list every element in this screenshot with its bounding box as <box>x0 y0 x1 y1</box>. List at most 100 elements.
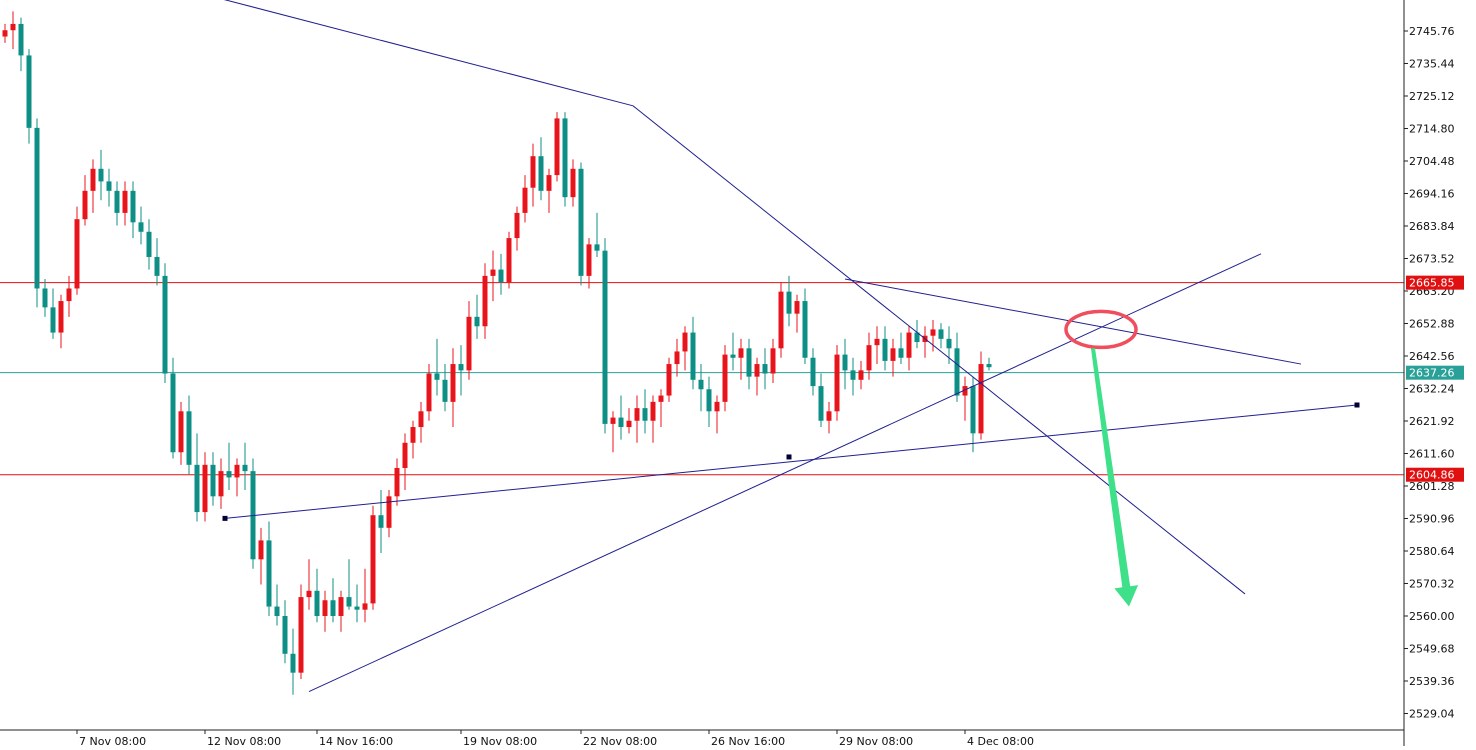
candle-body <box>458 364 464 371</box>
candle-body <box>514 212 520 239</box>
candle <box>82 175 88 226</box>
trendline-3[interactable] <box>308 253 1262 693</box>
candle <box>538 137 544 201</box>
price-tick-label: 2601.28 <box>1409 480 1455 493</box>
trendline-4[interactable] <box>224 404 1358 519</box>
level-badge-1: 2665.85 <box>1406 275 1464 290</box>
candle-body <box>130 190 136 223</box>
candle-body <box>650 401 656 421</box>
candle-body <box>770 348 776 374</box>
candle <box>698 364 704 412</box>
annotations <box>1064 309 1139 607</box>
candle <box>306 559 312 610</box>
candle-body <box>218 471 224 497</box>
candle-body <box>810 357 816 387</box>
candle <box>2 23 8 43</box>
candle <box>970 376 976 453</box>
candle-body <box>266 540 272 607</box>
candle-body <box>834 354 840 412</box>
candle-body <box>490 269 496 276</box>
highlight-ellipse <box>1064 309 1138 350</box>
time-tick-label: 19 Nov 08:00 <box>463 735 537 746</box>
candle <box>978 351 984 440</box>
candle <box>650 395 656 443</box>
candle-body <box>426 373 432 412</box>
candle-body <box>242 464 248 472</box>
price-tick-label: 2735.44 <box>1409 57 1455 70</box>
candle-body <box>162 275 168 374</box>
candle <box>378 490 384 554</box>
candle <box>818 373 824 428</box>
candle-body <box>970 386 976 434</box>
candle <box>298 584 304 679</box>
candle <box>810 348 816 396</box>
trendline-anchor-1[interactable] <box>222 515 228 521</box>
candle-body <box>122 190 128 213</box>
candle-body <box>234 464 240 478</box>
candle <box>426 364 432 421</box>
time-tick-label: 29 Nov 08:00 <box>839 735 913 746</box>
time-axis[interactable]: 7 Nov 08:00 12 Nov 08:00 14 Nov 16:00 19 No… <box>0 729 1404 748</box>
candle-body <box>746 348 752 377</box>
candle <box>986 357 992 371</box>
candle <box>642 389 648 434</box>
candle <box>18 17 24 72</box>
level-badge-2-background <box>1406 467 1464 482</box>
candle-body <box>18 23 24 56</box>
candle-body <box>82 190 88 220</box>
candle-body <box>114 190 120 213</box>
candle <box>594 212 600 257</box>
candle <box>626 408 632 434</box>
candle-body <box>466 316 472 371</box>
candle <box>242 442 248 491</box>
candle-body <box>538 156 544 191</box>
candle <box>866 332 872 380</box>
candle <box>194 433 200 522</box>
price-tick-label: 2683.84 <box>1409 220 1455 233</box>
candle-body <box>898 348 904 358</box>
candle <box>874 326 880 365</box>
trendline-2[interactable] <box>632 105 1246 595</box>
trendline-anchor-2[interactable] <box>786 454 792 460</box>
candle <box>346 559 352 610</box>
price-tick-label: 2621.92 <box>1409 415 1455 428</box>
candle <box>474 294 480 339</box>
trendline-5[interactable] <box>844 278 1302 365</box>
candle-body <box>322 600 328 616</box>
candle <box>954 332 960 402</box>
price-tick-label: 2560.00 <box>1409 610 1455 623</box>
price-tick-label: 2642.56 <box>1409 350 1455 363</box>
candle-body <box>658 395 664 402</box>
candle-body <box>554 118 560 176</box>
trendline-1[interactable] <box>221 0 634 107</box>
candle <box>266 521 272 616</box>
candle <box>146 219 152 270</box>
candle-body <box>42 288 48 308</box>
price-axis[interactable]: 2745.76 2735.44 2725.12 2714.80 2704.48 2694.… <box>1403 0 1455 746</box>
candle <box>58 294 64 349</box>
candle-body <box>578 168 584 276</box>
candle <box>274 584 280 626</box>
price-tick-label: 2714.80 <box>1409 122 1455 135</box>
price-tick-label: 2745.76 <box>1409 25 1455 38</box>
candle-body <box>522 187 528 213</box>
candle-body <box>146 231 152 257</box>
candle-body <box>610 417 616 424</box>
price-badges: 2665.85 2604.86 2637.26 <box>1406 275 1464 482</box>
candle-body <box>506 238 512 283</box>
candle-body <box>674 351 680 365</box>
candle <box>178 401 184 465</box>
candle <box>482 263 488 339</box>
candle <box>418 401 424 443</box>
candle <box>890 338 896 377</box>
candle <box>114 181 120 226</box>
candle-body <box>498 269 504 283</box>
candle-body <box>850 370 856 380</box>
candle <box>386 490 392 538</box>
candle-body <box>10 23 16 31</box>
candle <box>458 345 464 396</box>
candle <box>546 168 552 213</box>
trendline-anchor-3[interactable] <box>1354 402 1360 408</box>
